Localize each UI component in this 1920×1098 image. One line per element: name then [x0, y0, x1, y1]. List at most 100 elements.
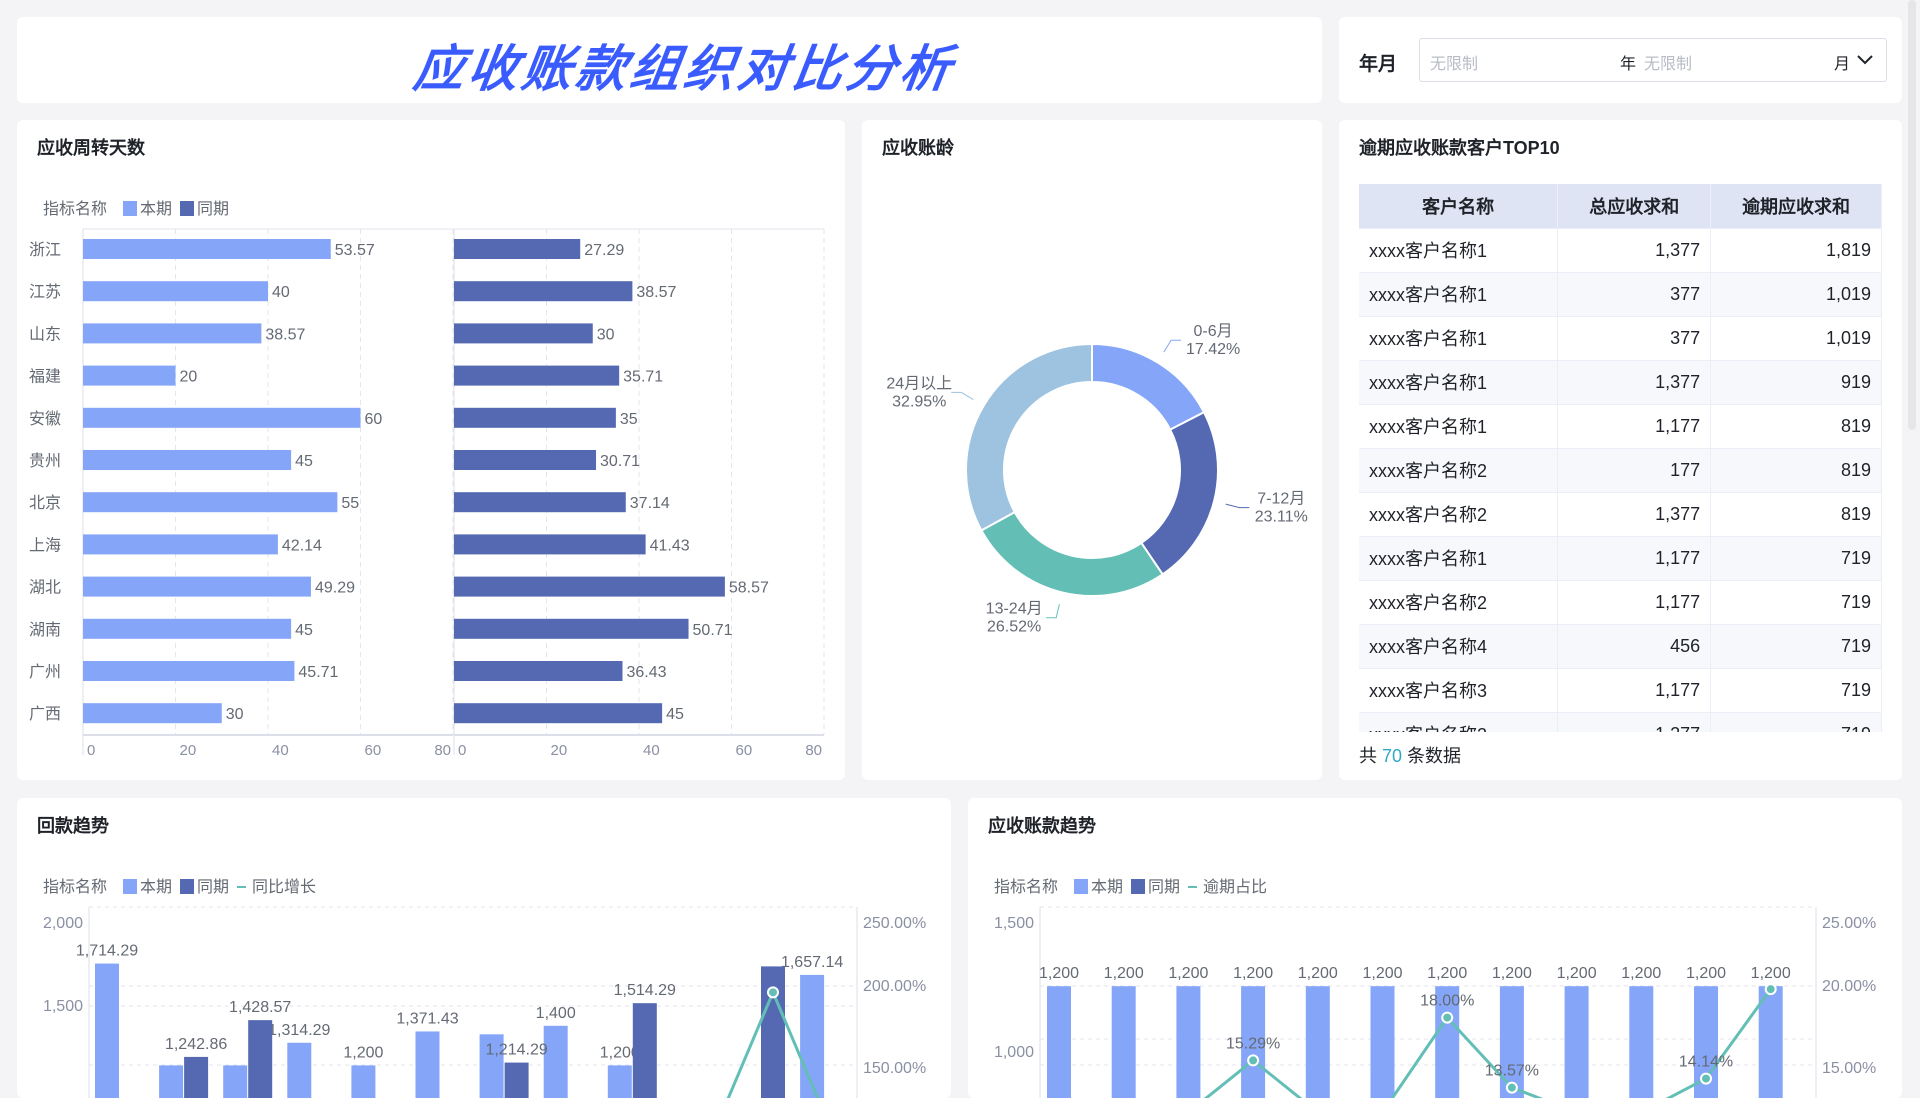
bar-current	[607, 1065, 632, 1098]
data-label: 50.71	[693, 622, 733, 639]
slice-value: 26.52%	[987, 619, 1041, 636]
legend-item-overdue-ratio[interactable]: 逾期占比	[1188, 873, 1267, 897]
bar-current	[1435, 986, 1460, 1098]
bar-current	[1305, 986, 1330, 1098]
bar-previous	[248, 1020, 273, 1098]
data-label: 45	[295, 453, 313, 470]
data-label: 1,200	[1751, 965, 1791, 982]
top10-panel: 逾期应收账款客户TOP10 客户名称 总应收求和 逾期应收求和 xxxx客户名称1 1,…	[1339, 120, 1902, 780]
bar-previous	[454, 365, 620, 386]
data-label: 45	[666, 706, 684, 723]
data-label: 1,200	[1168, 965, 1208, 982]
legend-item-current[interactable]: 本期	[123, 195, 172, 219]
bar-previous	[504, 1062, 529, 1098]
bar-current	[83, 239, 331, 259]
legend-item-yoy[interactable]: 同比增长	[237, 873, 316, 897]
start-input[interactable]: 无限制	[1430, 56, 1479, 73]
slice-value: 32.95%	[892, 393, 946, 410]
data-label: 30.71	[600, 453, 640, 470]
data-label: 1,200	[1039, 965, 1079, 982]
year-month-range-picker[interactable]: 无限制 年 无限制 月	[1419, 38, 1887, 82]
legend-item-previous[interactable]: 同期	[1131, 873, 1180, 897]
table-row[interactable]: xxxx客户名称1 1,177 819	[1359, 403, 1882, 448]
table-row[interactable]: xxxx客户名称2 1,177 719	[1359, 579, 1882, 624]
chevron-down-icon[interactable]	[1854, 49, 1876, 71]
y-left-tick-label: 2,000	[43, 915, 83, 932]
table-row[interactable]: xxxx客户名称1 1,377 1,819	[1359, 227, 1882, 272]
line-point	[1441, 1011, 1454, 1024]
table-row[interactable]: xxxx客户名称1 377 1,019	[1359, 315, 1882, 360]
y-left-tick-label: 1,500	[994, 915, 1034, 932]
category-label: 广州	[29, 663, 61, 681]
bar-current	[1564, 986, 1589, 1098]
column-header[interactable]: 客户名称	[1359, 184, 1559, 228]
label-leader	[951, 391, 974, 400]
page-scrollbar[interactable]	[1908, 0, 1916, 430]
data-label: 58.57	[729, 580, 769, 597]
label-leader	[1225, 503, 1250, 509]
table-cell: xxxx客户名称4	[1359, 623, 1559, 668]
legend-item-previous[interactable]: 同期	[180, 195, 229, 219]
y-right-tick-label: 20.00%	[1822, 978, 1876, 995]
table-cell: xxxx客户名称3	[1359, 667, 1559, 712]
receivable-trend-panel: 应收账款趋势 指标名称 本期 同期 逾期占比 1,500 1,000 25.00% 2…	[968, 798, 1902, 1098]
legend-item-previous[interactable]: 同期	[180, 873, 229, 897]
y-right-tick-label: 200.00%	[863, 978, 926, 995]
panel-title: 逾期应收账款客户TOP10	[1359, 138, 1560, 158]
table-cell: 377	[1557, 271, 1712, 316]
data-label: 45	[295, 622, 313, 639]
table-row[interactable]: xxxx客户名称4 456 719	[1359, 623, 1882, 668]
data-label: 36.43	[626, 664, 666, 681]
table-cell: 1,177	[1557, 535, 1712, 580]
table-cell: 1,277	[1557, 711, 1712, 732]
table-row[interactable]: xxxx客户名称3 1,177 719	[1359, 667, 1882, 712]
table-cell: xxxx客户名称1	[1359, 271, 1559, 316]
table-cell: 819	[1710, 447, 1882, 492]
table-cell: 456	[1557, 623, 1712, 668]
bar-previous	[454, 239, 581, 259]
data-label: 1,200	[1427, 965, 1467, 982]
bar-current	[83, 365, 176, 386]
panel-title: 应收周转天数	[37, 138, 145, 158]
end-input[interactable]: 无限制	[1644, 56, 1693, 73]
start-unit: 年	[1620, 56, 1637, 73]
data-label: 1,657.14	[781, 954, 843, 971]
label-leader	[1163, 339, 1182, 353]
category-label: 福建	[29, 368, 61, 386]
bar-previous	[454, 661, 623, 681]
table-cell: xxxx客户名称1	[1359, 535, 1559, 580]
column-header[interactable]: 总应收求和	[1557, 184, 1712, 228]
legend-item-current[interactable]: 本期	[1074, 873, 1123, 897]
line-label: 15.29%	[1226, 1035, 1280, 1052]
y-left-tick-label: 1,000	[994, 1044, 1034, 1061]
data-label: 1,200	[1362, 965, 1402, 982]
table-row[interactable]: xxxx客户名称2 177 819	[1359, 447, 1882, 492]
top10-table[interactable]: 客户名称 总应收求和 逾期应收求和 xxxx客户名称1 1,377 1,819 xxxx客户…	[1359, 184, 1882, 732]
slice-value: 17.42%	[1186, 341, 1240, 358]
title-panel: 应收账款组织对比分析	[17, 17, 1322, 103]
turnover-bar-chart: 0 20 40 60 80 53.57 40 38.57 20 60 45 55 42.14 49.29 4…	[29, 228, 825, 759]
table-cell: xxxx客户名称2	[1359, 491, 1559, 536]
data-label: 1,200	[343, 1044, 383, 1061]
data-label: 20	[180, 369, 198, 386]
line-point	[1764, 983, 1777, 996]
line-point	[767, 986, 779, 999]
table-cell: 377	[1557, 315, 1712, 360]
table-row[interactable]: xxxx客户名称1 377 1,019	[1359, 271, 1882, 316]
category-label: 湖南	[29, 621, 61, 639]
legend-item-current[interactable]: 本期	[123, 873, 172, 897]
column-header[interactable]: 逾期应收求和	[1710, 184, 1882, 228]
table-row[interactable]: xxxx客户名称1 1,377 919	[1359, 359, 1882, 404]
table-cell: 819	[1710, 403, 1882, 448]
panel-title: 应收账龄	[882, 138, 954, 158]
line-segment	[726, 991, 775, 1098]
legend: 指标名称 本期 同期 逾期占比	[994, 873, 1267, 897]
bar-current	[1111, 986, 1136, 1098]
category-label: 湖北	[29, 579, 61, 597]
table-row[interactable]: xxxx客户名称1 1,177 719	[1359, 535, 1882, 580]
data-label: 1,200	[1492, 965, 1532, 982]
bar-current	[83, 407, 361, 428]
table-row[interactable]: xxxx客户名称2 1,377 819	[1359, 491, 1882, 536]
panel-title: 应收账款趋势	[988, 816, 1096, 836]
